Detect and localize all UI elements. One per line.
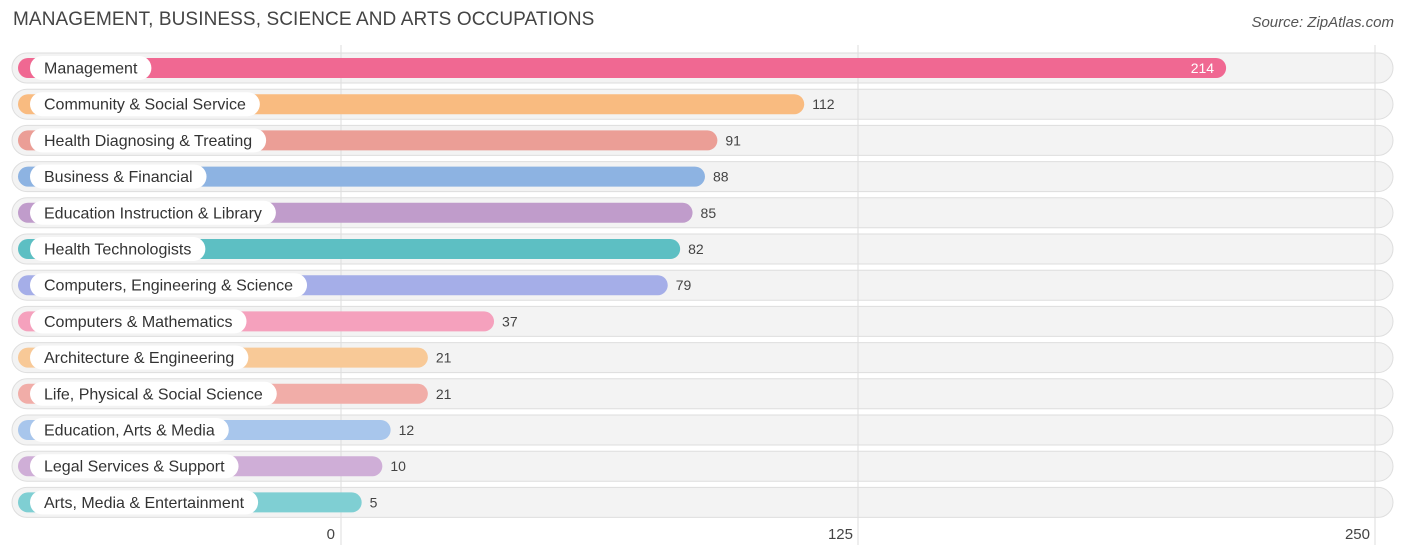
value-label: 21 — [436, 350, 452, 366]
x-tick-label: 250 — [1345, 526, 1370, 543]
category-label-pill — [30, 237, 206, 261]
x-tick-label: 0 — [327, 526, 335, 543]
value-label: 214 — [1191, 60, 1215, 76]
category-label: Education Instruction & Library — [44, 205, 262, 222]
bars: Management 214 Community & Social Service 1… — [18, 56, 1227, 515]
value-label: 79 — [676, 277, 692, 293]
category-label: Community & Social Service — [44, 97, 246, 114]
category-label-pill — [30, 309, 247, 334]
category-label: Life, Physical & Social Science — [44, 386, 263, 403]
value-label: 21 — [436, 386, 452, 402]
chart-source: Source: ZipAtlas.com — [1251, 14, 1394, 31]
chart-title: MANAGEMENT, BUSINESS, SCIENCE AND ARTS O… — [13, 9, 595, 30]
bar-0 — [18, 58, 1227, 78]
category-label-pill — [30, 56, 152, 80]
category-label: Computers, Engineering & Science — [44, 278, 293, 295]
category-label-pill — [30, 92, 260, 117]
category-label-pill — [30, 273, 308, 298]
value-label: 91 — [725, 132, 741, 148]
value-label: 112 — [812, 96, 835, 112]
value-label: 10 — [390, 458, 406, 474]
value-label: 12 — [399, 422, 415, 438]
category-label: Architecture & Engineering — [44, 350, 234, 367]
value-label: 5 — [370, 494, 378, 510]
category-label: Education, Arts & Media — [44, 423, 215, 440]
category-label-pill — [30, 164, 207, 189]
category-label-pill — [30, 128, 267, 153]
category-label-pill — [30, 200, 276, 225]
value-label: 82 — [688, 241, 704, 257]
category-label: Health Diagnosing & Treating — [44, 133, 252, 150]
category-label: Business & Financial — [44, 169, 193, 186]
category-label: Management — [44, 61, 138, 78]
category-label-pill — [30, 454, 239, 479]
category-label: Health Technologists — [44, 242, 191, 259]
category-label-pill — [30, 490, 259, 515]
category-label-pill — [30, 381, 277, 406]
category-label: Legal Services & Support — [44, 459, 225, 476]
category-label: Arts, Media & Entertainment — [44, 495, 245, 512]
category-label: Computers & Mathematics — [44, 314, 233, 331]
value-label: 88 — [713, 169, 729, 185]
x-tick-label: 125 — [828, 526, 853, 543]
category-label-pill — [30, 418, 229, 442]
value-label: 37 — [502, 313, 518, 329]
value-label: 85 — [701, 205, 717, 221]
category-label-pill — [30, 345, 249, 370]
